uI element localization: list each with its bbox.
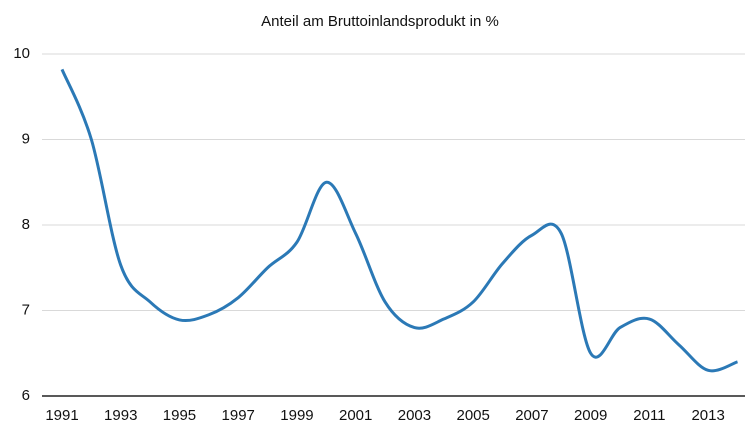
x-tick-label: 2005 [456,407,489,424]
x-tick-label: 2013 [691,407,724,424]
y-tick-label: 10 [13,45,30,62]
x-tick-label: 1995 [163,407,196,424]
x-tick-label: 1991 [45,407,78,424]
x-tick-label: 1999 [280,407,313,424]
y-tick-label: 6 [22,387,30,404]
x-tick-label: 2003 [398,407,431,424]
plot-area [42,44,745,396]
x-tick-label: 1997 [222,407,255,424]
x-tick-label: 2001 [339,407,372,424]
x-tick-label: 1993 [104,407,137,424]
chart-title: Anteil am Bruttoinlandsprodukt in % [261,13,499,30]
x-tick-label: 2009 [574,407,607,424]
x-tick-label: 2011 [633,407,665,424]
line [60,68,739,373]
x-tick-label: 2007 [515,407,548,424]
y-tick-label: 9 [22,130,30,147]
y-tick-label: 7 [22,301,30,318]
y-tick-label: 8 [22,216,30,233]
